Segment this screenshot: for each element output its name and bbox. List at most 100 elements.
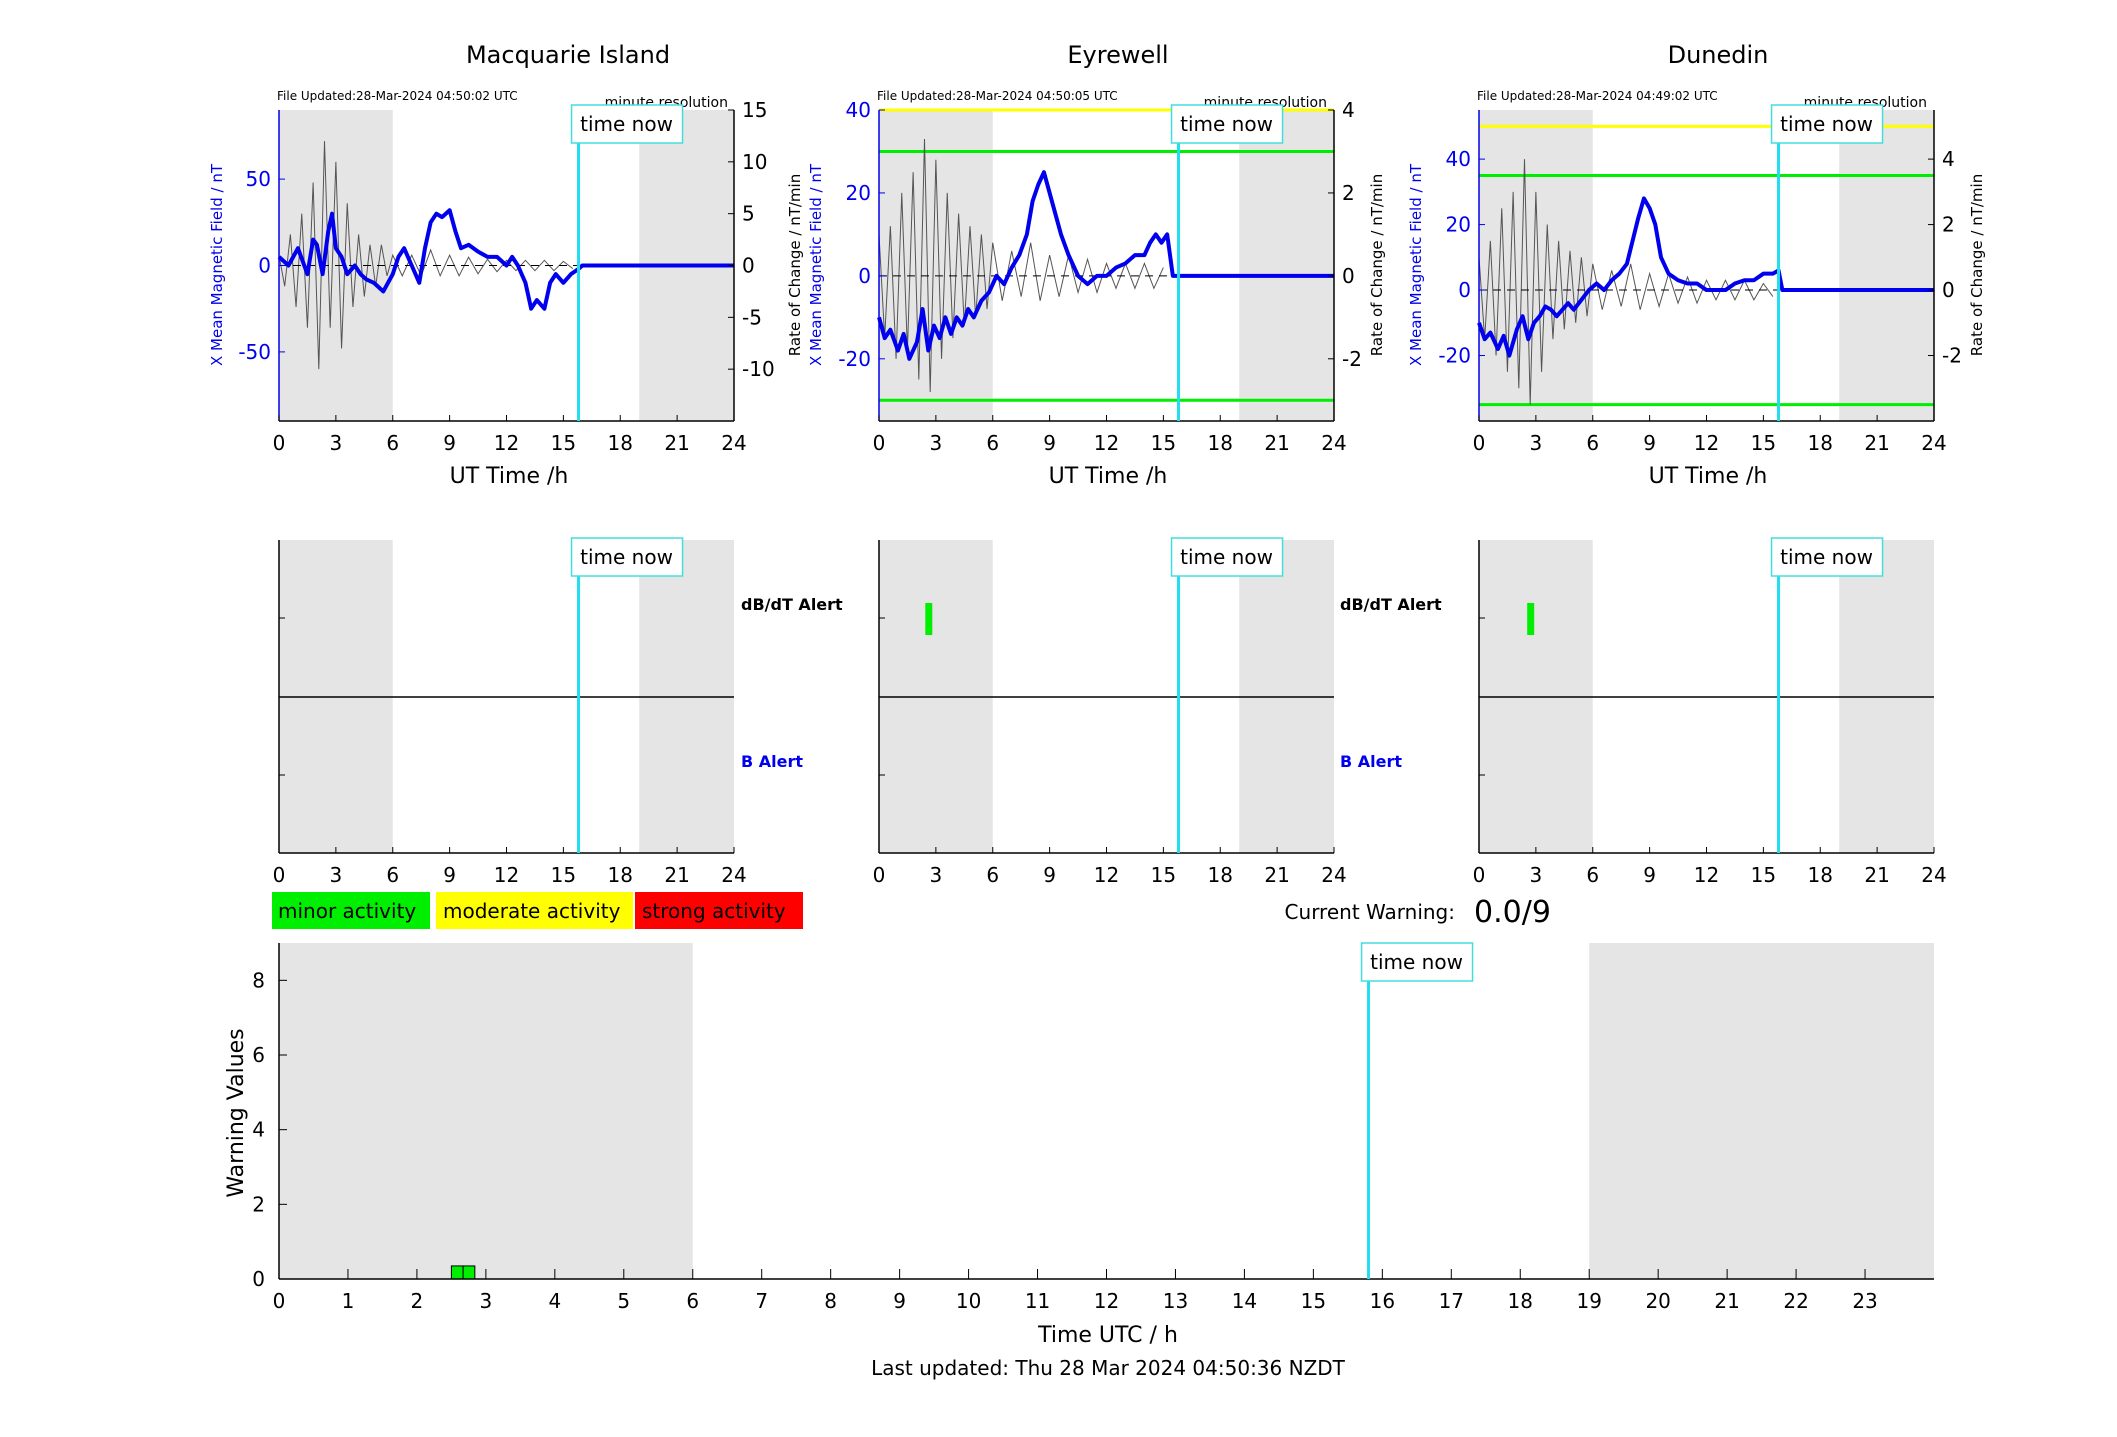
dbdt-alert-label-macquarie: dB/dT Alert [741,595,843,614]
alert-2-xtick-label-24: 24 [1921,863,1946,887]
alert-0-xtick-label-0: 0 [273,863,286,887]
alert-0-xtick-label-24: 24 [721,863,746,887]
activity-legend: minor activity moderate activity strong … [272,892,803,929]
alert-0-xtick-label-21: 21 [664,863,689,887]
field-0-xtick-label-24: 24 [721,431,746,455]
field-2-xtick-label-12: 12 [1694,431,1719,455]
warning-xtick-label-6: 6 [686,1289,699,1313]
field-2-xtick-label-21: 21 [1864,431,1889,455]
alert-1-time-now-box [1170,537,1284,577]
field-2-night-band-0 [1479,110,1593,421]
alert-2-xtick-label-21: 21 [1864,863,1889,887]
legend-minor-swatch [272,892,430,929]
field-1-night-band-0 [879,110,993,421]
field-2-mean-field-series [1477,196,1934,358]
file-updated-eyrewell: File Updated:28-Mar-2024 04:50:05 UTC [877,89,1118,103]
ylabel-dunedin: X Mean Magnetic Field / nT [1407,163,1425,366]
warning-bar-1 [462,1265,476,1280]
current-warning-label: Current Warning: [1285,900,1455,924]
warning-xtick-label-4: 4 [548,1289,561,1313]
warning-time-now-box [1360,942,1474,982]
alert-1-xtick-label-0: 0 [873,863,886,887]
current-warning-value: 0.0/9 [1474,895,1551,930]
warning-xtick-label-17: 17 [1439,1289,1464,1313]
alert-0-xtick-label-15: 15 [551,863,576,887]
field-1-ytick-label-0: 0 [858,264,871,288]
alert-0-xtick-label-18: 18 [608,863,633,887]
warning-xtick-label-14: 14 [1232,1289,1257,1313]
field-1-xtick-label-3: 3 [930,431,943,455]
warning-xtick-label-12: 12 [1094,1289,1119,1313]
b-alert-label-macquarie: B Alert [741,752,803,771]
station-title-macquarie: Macquarie Island [466,41,670,69]
warning-ytick-label-4: 4 [252,1118,265,1142]
field-1-xtick-label-6: 6 [986,431,999,455]
alert-2-xtick-label-3: 3 [1530,863,1543,887]
alert-2-xtick-label-6: 6 [1586,863,1599,887]
warning-xtick-label-20: 20 [1645,1289,1670,1313]
field-0-xtick-label-21: 21 [664,431,689,455]
file-updated-dunedin: File Updated:28-Mar-2024 04:49:02 UTC [1477,89,1718,103]
field-2-xtick-label-18: 18 [1808,431,1833,455]
field-2-xtick-label-3: 3 [1530,431,1543,455]
alert-0-time-now-box [570,537,684,577]
alert-1-xtick-label-3: 3 [930,863,943,887]
warning-xtick-label-1: 1 [342,1289,355,1313]
field-0-mean-field-series [277,208,734,311]
field-1-time-now-box [1170,104,1284,144]
alert-0-time-now-label: time now [580,545,673,569]
alert-2-dbdt-alert-mark-0 [1527,603,1535,635]
field-2-xtick-label-6: 6 [1586,431,1599,455]
field-1-xtick-label-12: 12 [1094,431,1119,455]
field-0-y2tick-label-15: 15 [742,98,767,122]
warning-time-now-label: time now [1370,950,1463,974]
xlabel-dunedin: UT Time /h [1649,464,1768,489]
field-1-time-now-label: time now [1180,112,1273,136]
field-2-y2tick-label-0: 0 [1942,278,1955,302]
field-1-y2tick-label-0: 0 [1342,264,1355,288]
xlabel-macquarie: UT Time /h [450,464,569,489]
b-alert-label-eyrewell: B Alert [1340,752,1402,771]
warning-xtick-label-19: 19 [1576,1289,1601,1313]
field-0-rate-of-change-series [278,141,574,370]
alert-0-xtick-label-3: 3 [330,863,343,887]
warning-ytick-label-8: 8 [252,968,265,992]
file-updated-macquarie: File Updated:28-Mar-2024 04:50:02 UTC [277,89,518,103]
warning-bar-0 [450,1265,464,1280]
field-1-ytick-label-20: 20 [846,181,871,205]
alert-0-xtick-label-6: 6 [386,863,399,887]
y2label-dunedin: Rate of Change / nT/min [1968,174,1986,356]
dbdt-alert-label-eyrewell: dB/dT Alert [1340,595,1442,614]
alert-2-time-now-label: time now [1780,545,1873,569]
field-0-ytick-label-0: 0 [258,254,271,278]
warning-xtick-label-22: 22 [1783,1289,1808,1313]
warning-xtick-label-16: 16 [1370,1289,1395,1313]
field-0-y2tick-label--5: -5 [742,305,762,329]
y2label-eyrewell: Rate of Change / nT/min [1368,174,1386,356]
alert-1-xtick-label-15: 15 [1151,863,1176,887]
field-0-xtick-label-18: 18 [608,431,633,455]
alert-1-xtick-label-12: 12 [1094,863,1119,887]
field-1-ytick-label--20: -20 [838,347,871,371]
alert-2-time-now-box [1770,537,1884,577]
field-0-xtick-label-0: 0 [273,431,286,455]
field-1-rate-of-change-series [878,139,1164,392]
last-updated: Last updated: Thu 28 Mar 2024 04:50:36 N… [871,1356,1346,1380]
field-2-ytick-label-40: 40 [1446,147,1471,171]
warning-xtick-label-23: 23 [1852,1289,1877,1313]
legend-minor-label: minor activity [278,899,416,923]
field-2-ytick-label-0: 0 [1458,278,1471,302]
alert-1-xtick-label-18: 18 [1208,863,1233,887]
y2label-macquarie: Rate of Change / nT/min [786,174,804,356]
field-0-ytick-label-50: 50 [246,167,271,191]
field-2-xtick-label-9: 9 [1643,431,1656,455]
field-1-xtick-label-18: 18 [1208,431,1233,455]
field-2-time-now-label: time now [1780,112,1873,136]
warning-ytick-label-2: 2 [252,1192,265,1216]
warning-xtick-label-5: 5 [617,1289,630,1313]
ylabel-eyrewell: X Mean Magnetic Field / nT [807,163,825,366]
field-1-xtick-label-15: 15 [1151,431,1176,455]
alert-1-xtick-label-24: 24 [1321,863,1346,887]
warning-ytick-label-0: 0 [252,1267,265,1291]
